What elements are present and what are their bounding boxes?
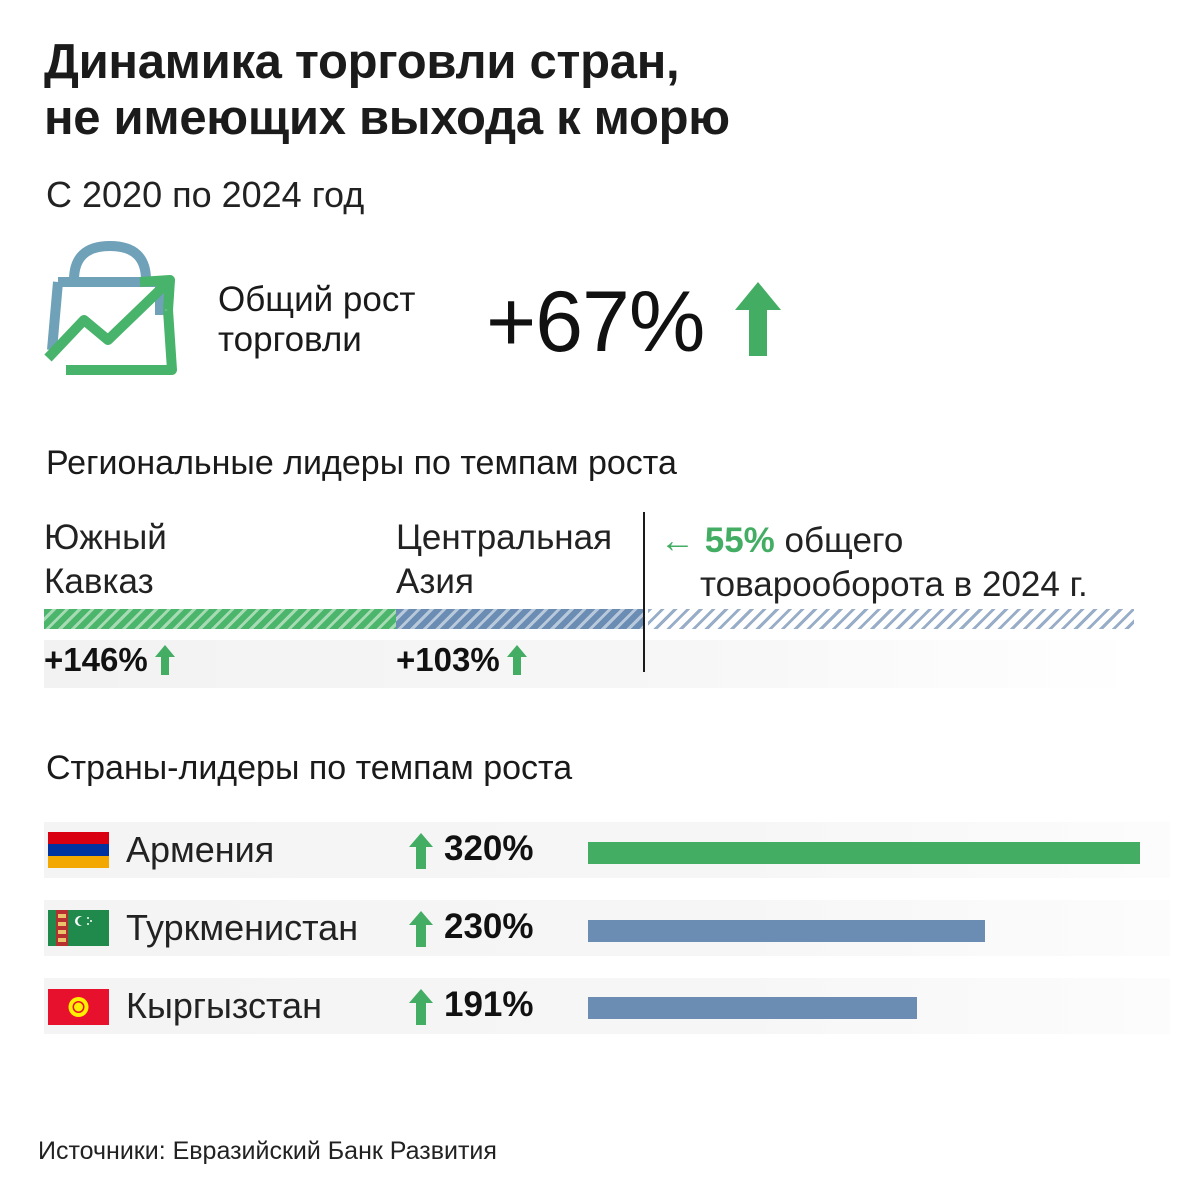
arrow-up-icon: [154, 645, 175, 675]
shopping-bag-growth-icon: [44, 240, 177, 375]
region-bar-remaining: [648, 609, 1134, 629]
kyrgyzstan-flag-icon: [48, 989, 109, 1025]
country-value: 191%: [444, 985, 534, 1024]
share-note: ← 55% общего товарооборота в 2024 г.: [660, 519, 1088, 607]
subtitle: С 2020 по 2024 год: [46, 174, 365, 215]
region-label-south-caucasus: Южный Кавказ: [44, 516, 167, 604]
region-bar-central-asia: [396, 609, 644, 629]
region-label-line-2: Кавказ: [44, 562, 154, 601]
region-label-line-1: Центральная: [396, 518, 613, 557]
region-value-text: +103%: [396, 641, 500, 678]
arrow-up-icon: [409, 833, 433, 869]
share-note-text: общего: [784, 521, 904, 560]
region-label-central-asia: Центральная Азия: [396, 516, 612, 604]
arrow-up-icon: [409, 911, 433, 947]
countries-title: Страны-лидеры по темпам роста: [46, 749, 573, 787]
region-value-text: +146%: [44, 641, 148, 678]
hero-label-line-1: Общий рост: [218, 280, 416, 319]
title-line-2: не имеющих выхода к морю: [44, 91, 730, 145]
turkmenistan-flag-icon: [48, 910, 109, 946]
share-divider: [643, 512, 645, 672]
country-name: Кыргызстан: [126, 985, 322, 1026]
region-label-line-2: Азия: [396, 562, 474, 601]
share-highlight: 55%: [704, 521, 775, 560]
region-label-line-1: Южный: [44, 518, 167, 557]
arrow-up-icon: [735, 282, 781, 356]
arrow-left-icon: ←: [660, 521, 695, 560]
page-title: Динамика торговли стран, не имеющих выхо…: [44, 34, 1154, 146]
hero-label-line-2: торговли: [218, 320, 362, 359]
country-value: 230%: [444, 907, 534, 946]
region-bar-south-caucasus: [44, 609, 396, 629]
regions-band: [44, 640, 1136, 688]
armenia-flag-icon: [48, 832, 109, 868]
title-line-1: Динамика торговли стран,: [44, 35, 680, 89]
arrow-up-icon: [409, 989, 433, 1025]
hero-label: Общий рост торговли: [218, 280, 415, 360]
hero-value: +67%: [486, 274, 705, 370]
country-name: Армения: [126, 829, 275, 870]
country-name: Туркменистан: [126, 907, 359, 948]
source-note: Источники: Евразийский Банк Развития: [38, 1137, 497, 1165]
country-bar: [588, 920, 985, 942]
share-note-line-2: товарооборота в 2024 г.: [700, 565, 1088, 604]
region-value-central-asia: +103%: [396, 640, 528, 680]
country-value: 320%: [444, 829, 534, 868]
country-bar: [588, 997, 917, 1019]
region-value-south-caucasus: +146%: [44, 640, 176, 680]
country-bar: [588, 842, 1140, 864]
arrow-up-icon: [506, 645, 527, 675]
regions-title: Региональные лидеры по темпам роста: [46, 444, 677, 482]
